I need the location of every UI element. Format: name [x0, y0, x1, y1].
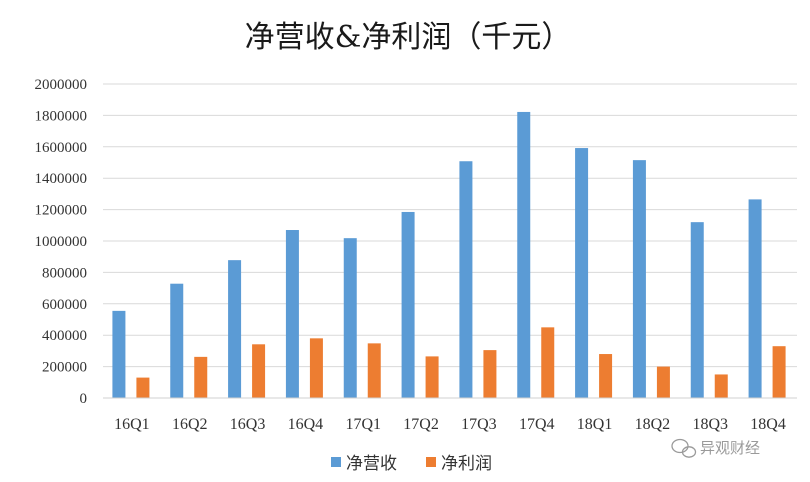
- y-tick-label: 600000: [42, 297, 87, 313]
- bars: [112, 111, 786, 399]
- bar-profit: [599, 354, 613, 398]
- bar-profit: [483, 350, 497, 398]
- y-tick-label: 1600000: [35, 140, 88, 156]
- x-tick-label: 16Q3: [230, 416, 266, 433]
- x-axis-ticks: 16Q1 16Q2 16Q3 16Q4 17Q1 17Q2 17Q3 17Q4 18Q1 18Q2…: [114, 416, 786, 433]
- x-tick-label: 16Q1: [114, 416, 150, 433]
- watermark: 异观财经: [671, 438, 760, 458]
- bar-profit: [656, 366, 670, 398]
- x-tick-label: 18Q3: [692, 416, 728, 433]
- bar-revenue: [112, 310, 126, 398]
- bar-revenue: [632, 160, 646, 398]
- bar-revenue: [401, 211, 415, 398]
- y-tick-label: 1200000: [35, 203, 88, 219]
- y-tick-label: 800000: [42, 265, 87, 281]
- y-axis-ticks: 0 200000 400000 600000 800000 1000000 1200000 1…: [35, 77, 88, 407]
- bar-profit: [772, 346, 786, 398]
- x-tick-label: 16Q2: [172, 416, 208, 433]
- y-tick-label: 1000000: [35, 234, 88, 250]
- bar-revenue: [459, 161, 473, 398]
- bar-profit: [136, 377, 150, 398]
- legend-swatch-profit: [426, 457, 436, 467]
- bar-profit: [425, 356, 439, 398]
- bar-profit: [541, 327, 555, 398]
- legend-label-profit: 净利润: [441, 454, 492, 474]
- bar-profit: [309, 338, 323, 398]
- x-tick-label: 17Q2: [403, 416, 439, 433]
- bar-profit: [367, 343, 381, 398]
- x-tick-label: 18Q1: [577, 416, 613, 433]
- bar-revenue: [343, 238, 357, 398]
- bar-revenue: [690, 222, 704, 398]
- grid: [103, 83, 797, 368]
- legend-label-revenue: 净营收: [346, 454, 397, 474]
- x-tick-label: 18Q2: [635, 416, 671, 433]
- bar-profit: [194, 356, 208, 398]
- watermark-text: 异观财经: [700, 439, 760, 457]
- bar-revenue: [748, 199, 762, 398]
- legend: 净营收 净利润: [331, 454, 492, 474]
- bar-revenue: [170, 283, 184, 398]
- wechat-icon: [671, 438, 697, 458]
- y-tick-label: 200000: [42, 360, 87, 376]
- y-tick-label: 2000000: [35, 77, 88, 93]
- bar-revenue: [517, 111, 531, 399]
- chart-title: 净营收&净利润（千元）: [245, 20, 572, 55]
- bar-revenue: [228, 260, 242, 398]
- bar-revenue: [285, 230, 299, 398]
- x-tick-label: 16Q4: [288, 416, 324, 433]
- y-tick-label: 1800000: [35, 108, 88, 124]
- legend-swatch-revenue: [331, 457, 341, 467]
- y-tick-label: 0: [80, 391, 88, 407]
- x-tick-label: 17Q3: [461, 416, 497, 433]
- y-tick-label: 400000: [42, 328, 87, 344]
- x-tick-label: 17Q1: [345, 416, 381, 433]
- bar-profit: [714, 374, 728, 398]
- bar-revenue: [575, 148, 589, 398]
- y-tick-label: 1400000: [35, 171, 88, 187]
- x-tick-label: 18Q4: [750, 416, 786, 433]
- x-tick-label: 17Q4: [519, 416, 555, 433]
- bar-profit: [252, 344, 266, 398]
